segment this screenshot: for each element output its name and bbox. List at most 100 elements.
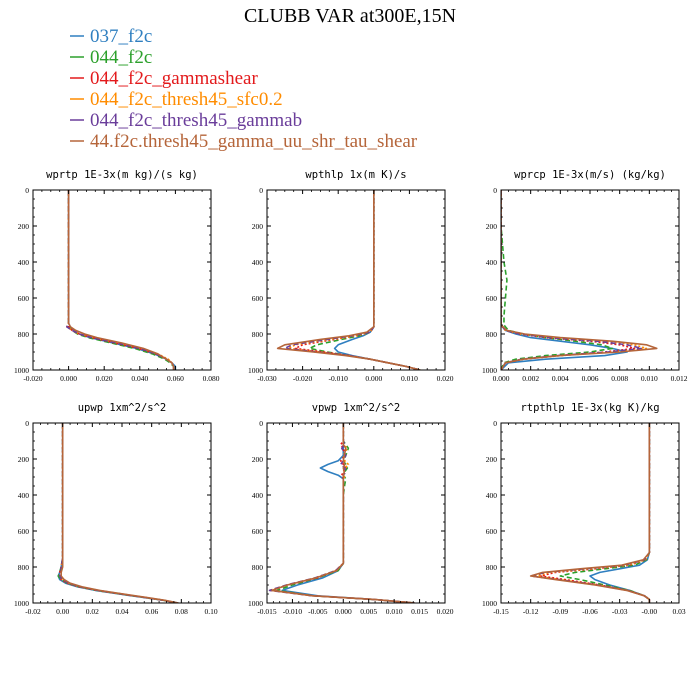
series-line	[333, 190, 421, 370]
x-tick-label: 0.000	[335, 607, 352, 616]
series-line	[308, 190, 421, 370]
y-tick-label: 800	[486, 330, 498, 339]
series-group	[276, 190, 421, 370]
y-tick-label: 1000	[482, 366, 497, 375]
x-tick-label: 0.020	[437, 374, 454, 383]
y-tick-label: 600	[486, 294, 498, 303]
y-tick-label: 400	[18, 258, 30, 267]
y-tick-label: 400	[486, 491, 498, 500]
legend: 037_f2c044_f2c044_f2c_gammashear044_f2c_…	[70, 26, 418, 152]
chart-panel: rtpthlp 1E-3x(kg K)/kg -0.15 -0.12 -0.09 -0.…	[482, 402, 686, 616]
y-tick-label: 0	[25, 419, 29, 428]
y-tick-label: 800	[252, 563, 264, 572]
chart-panel: vpwp 1xm^2/s^2 -0.015 -0.010 -0.005 0.000 0.0…	[248, 402, 454, 616]
x-tick-label: 0.015	[411, 607, 428, 616]
series-group	[529, 423, 651, 603]
x-tick-label: 0.020	[96, 374, 113, 383]
chart-panel: upwp 1xm^2/s^2 -0.02 0.00 0.02 0.04 0.06 0.08 0…	[14, 402, 218, 616]
x-tick-label: 0.008	[611, 374, 628, 383]
series-line	[58, 423, 178, 603]
panel-title: wprtp 1E-3x(m kg)/(s kg)	[46, 169, 198, 181]
series-line	[271, 423, 415, 603]
x-tick-label: 0.06	[145, 607, 158, 616]
x-tick-label: 0.005	[360, 607, 377, 616]
x-tick-label: -0.010	[329, 374, 349, 383]
y-tick-label: 600	[252, 294, 264, 303]
series-line	[57, 423, 178, 603]
y-tick-label: 400	[252, 258, 264, 267]
y-tick-label: 200	[252, 222, 264, 231]
series-line	[67, 190, 175, 370]
legend-entry: 044_f2c_gammashear	[90, 68, 258, 89]
y-tick-label: 600	[18, 527, 30, 536]
y-tick-label: 800	[18, 330, 30, 339]
legend-entry: 044_f2c_thresh45_sfc0.2	[90, 89, 283, 110]
y-tick-label: 600	[18, 294, 30, 303]
x-tick-label: 0.02	[86, 607, 99, 616]
y-tick-label: 0	[493, 186, 497, 195]
x-tick-label: -0.02	[25, 607, 41, 616]
panel-title: vpwp 1xm^2/s^2	[312, 402, 401, 414]
chart-panel: wpthlp 1x(m K)/s -0.030 -0.020 -0.010 0.000 0…	[248, 169, 454, 383]
y-tick-label: 0	[259, 419, 263, 428]
y-tick-label: 400	[486, 258, 498, 267]
series-line	[283, 190, 421, 370]
y-tick-label: 200	[18, 455, 30, 464]
series-line	[294, 190, 421, 370]
series-line	[57, 423, 179, 603]
series-line	[287, 190, 421, 370]
x-tick-label: -0.15	[493, 607, 509, 616]
y-tick-label: 600	[252, 527, 264, 536]
y-tick-label: 1000	[482, 599, 497, 608]
series-line	[501, 190, 658, 370]
x-tick-label: 0.10	[204, 607, 217, 616]
x-tick-label: 0.060	[167, 374, 184, 383]
legend-entry: 044_f2c_thresh45_gammab	[90, 110, 302, 131]
series-line	[58, 423, 178, 603]
series-group	[268, 423, 415, 603]
series-line	[501, 190, 628, 370]
legend-entry: 037_f2c	[90, 26, 152, 47]
x-tick-label: -0.06	[582, 607, 598, 616]
series-group	[501, 190, 658, 370]
y-tick-label: 0	[259, 186, 263, 195]
series-line	[529, 423, 651, 603]
x-tick-label: -0.03	[612, 607, 628, 616]
y-tick-label: 400	[252, 491, 264, 500]
x-tick-label: -0.020	[23, 374, 43, 383]
x-tick-label: -0.09	[553, 607, 569, 616]
y-tick-label: 800	[486, 563, 498, 572]
x-tick-label: 0.012	[671, 374, 688, 383]
x-tick-label: 0.004	[552, 374, 569, 383]
x-tick-label: -0.010	[283, 607, 303, 616]
series-line	[268, 423, 415, 603]
y-tick-label: 1000	[248, 366, 263, 375]
x-tick-label: 0.006	[582, 374, 599, 383]
x-tick-label: -0.030	[257, 374, 277, 383]
x-tick-label: 0.002	[522, 374, 539, 383]
series-line	[559, 423, 651, 603]
series-line	[501, 190, 614, 370]
y-tick-label: 200	[486, 455, 498, 464]
panel-title: wprcp 1E-3x(m/s) (kg/kg)	[514, 169, 666, 181]
legend-entry: 044_f2c	[90, 47, 152, 68]
panel-title: wpthlp 1x(m K)/s	[305, 169, 406, 181]
x-tick-label: -0.005	[308, 607, 328, 616]
y-tick-label: 600	[486, 527, 498, 536]
chart-panel: wprtp 1E-3x(m kg)/(s kg) -0.020 0.000 0.020…	[14, 169, 220, 383]
y-tick-label: 0	[25, 186, 29, 195]
x-tick-label: 0.020	[437, 607, 454, 616]
chart-panel: wprcp 1E-3x(m/s) (kg/kg) 0.000 0.002 0.004 0…	[482, 169, 688, 383]
x-tick-label: 0.010	[386, 607, 403, 616]
x-tick-label: -0.00	[642, 607, 658, 616]
x-tick-label: 0.010	[641, 374, 658, 383]
x-tick-label: 0.010	[401, 374, 418, 383]
series-line	[58, 423, 178, 603]
x-tick-label: 0.000	[365, 374, 382, 383]
x-tick-label: -0.020	[293, 374, 313, 383]
y-tick-label: 0	[493, 419, 497, 428]
series-line	[539, 423, 651, 603]
legend-entry: 44.f2c.thresh45_gamma_uu_shr_tau_shear	[90, 131, 418, 152]
series-group	[66, 190, 177, 370]
